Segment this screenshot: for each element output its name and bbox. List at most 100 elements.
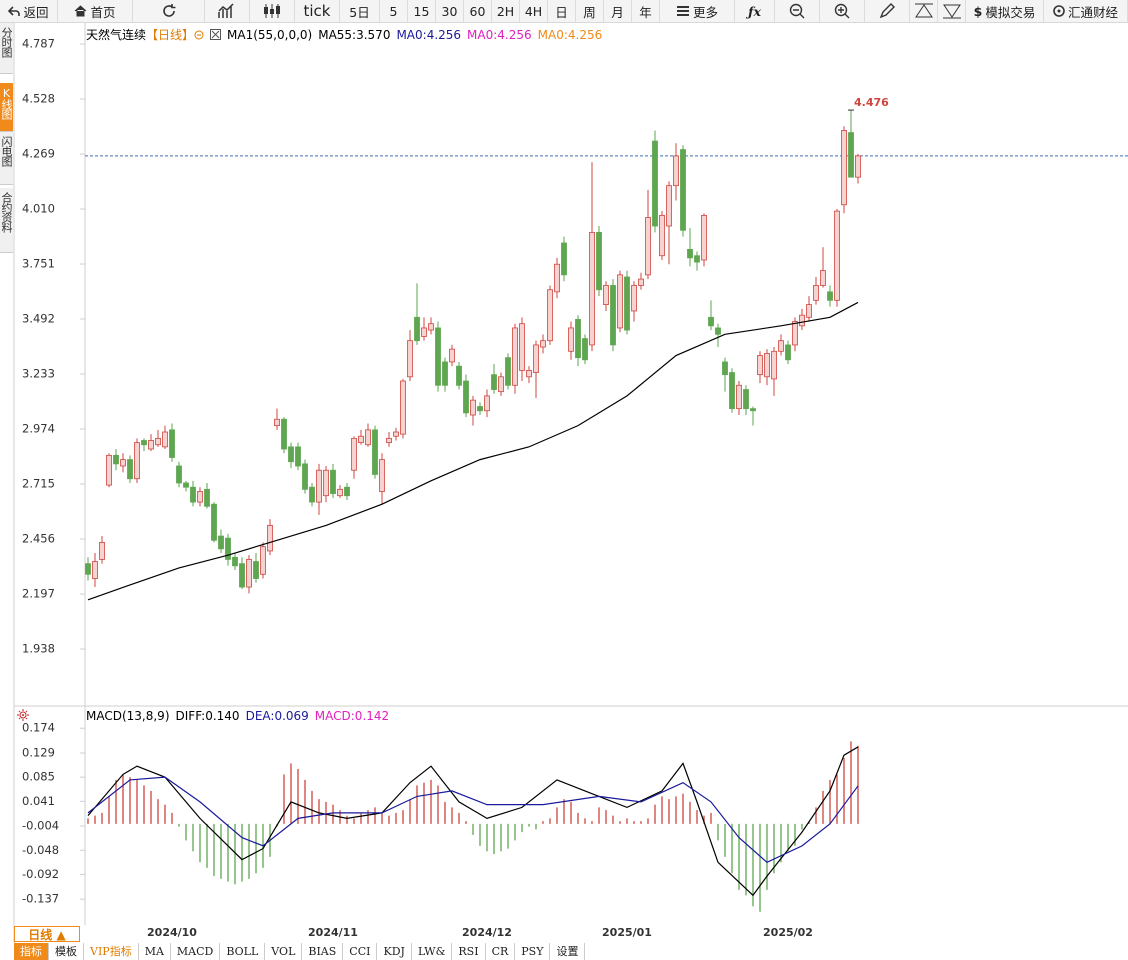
period-button[interactable]: 月 — [604, 0, 632, 22]
period-button[interactable]: 周 — [576, 0, 604, 22]
indicator-tab[interactable]: LW& — [412, 943, 453, 960]
draw-down-button[interactable] — [938, 0, 966, 22]
period-button[interactable]: 5日 — [340, 0, 380, 22]
y-tick-label: 4.787 — [22, 37, 55, 51]
candle-body — [456, 365, 462, 386]
indicator-tab[interactable]: 设置 — [550, 943, 586, 960]
close-icon[interactable] — [210, 29, 222, 40]
back-button[interactable]: 返回 — [0, 0, 58, 22]
period-button[interactable]: 年 — [632, 0, 660, 22]
candle-body — [799, 314, 805, 327]
candle-body — [211, 503, 217, 541]
candle-body — [834, 210, 840, 301]
period-select[interactable]: 日线 ▲ — [14, 926, 80, 942]
toolbar-label: 首页 — [90, 4, 116, 20]
indicator-tab[interactable]: CR — [486, 943, 516, 960]
refresh-button[interactable] — [133, 0, 205, 22]
toolbar-label: 汇通财经 — [1067, 4, 1118, 20]
period-button[interactable]: tick — [295, 0, 340, 22]
candle-body — [134, 442, 140, 480]
toolbar-label: 5日 — [349, 4, 370, 20]
candle-body — [505, 357, 511, 386]
y-tick-label: 0.174 — [22, 721, 55, 735]
candle-body — [127, 459, 133, 480]
y-tick-label: 0.129 — [22, 745, 55, 759]
zoom-out-button[interactable] — [775, 0, 820, 22]
macd-legend: MACD(13,8,9) DIFF:0.140 DEA:0.069 MACD:0.1… — [86, 709, 389, 723]
formula-button[interactable]: ƒx — [735, 0, 775, 22]
indicator-tab[interactable]: MA — [139, 943, 171, 960]
indicator-tab[interactable]: BIAS — [302, 943, 344, 960]
indicator-tab[interactable]: VIP指标 — [84, 943, 139, 960]
y-tick-label: 2.715 — [22, 477, 55, 491]
y-tick-label: 3.233 — [22, 367, 55, 381]
max-label: 4.476 — [854, 96, 889, 109]
candle-body — [281, 418, 287, 450]
period-button[interactable]: 2H — [492, 0, 520, 22]
period-button[interactable]: 30 — [436, 0, 464, 22]
side-tab[interactable]: 合约资料 — [0, 188, 13, 253]
draw-up-button[interactable] — [910, 0, 938, 22]
indicator-tab[interactable]: RSI — [452, 943, 486, 960]
candle-body — [288, 446, 294, 463]
period-button[interactable]: 15 — [408, 0, 436, 22]
candle-type-button[interactable] — [250, 0, 295, 22]
candle-body — [379, 459, 385, 492]
y-tick-label: 0.085 — [22, 770, 55, 784]
indicator-tab[interactable]: 指标 — [14, 943, 49, 960]
candle-body — [148, 440, 154, 450]
candle-body — [316, 469, 322, 503]
side-tab[interactable]: K线图 — [0, 83, 13, 132]
x-tick-label: 2025/01 — [602, 926, 652, 939]
period-button[interactable]: 60 — [464, 0, 492, 22]
pencil-icon — [879, 3, 895, 19]
draw-button[interactable] — [865, 0, 910, 22]
side-tab[interactable]: 分时图 — [0, 23, 13, 74]
candle-body — [841, 130, 847, 206]
period-button[interactable]: 日 — [548, 0, 576, 22]
legend-entry: MA0:4.256 — [467, 27, 532, 42]
candle-body — [155, 437, 161, 446]
collapse-icon[interactable] — [194, 30, 204, 40]
candle-body — [386, 437, 392, 444]
side-tab[interactable]: 闪电图 — [0, 132, 13, 185]
indicator-line — [87, 301, 859, 601]
candle-body — [764, 353, 770, 378]
zoom-in-icon — [834, 3, 850, 19]
indicator-tab[interactable]: MACD — [171, 943, 221, 960]
candle-body — [225, 537, 231, 560]
candle-body — [771, 350, 777, 380]
chart-type-button[interactable] — [205, 0, 250, 22]
main-legend: 天然气连续 【日线】 MA1(55,0,0,0) MA55:3.570 MA0:4.… — [86, 26, 602, 43]
home-button[interactable]: 首页 — [58, 0, 133, 22]
candle-body — [736, 384, 742, 410]
indicator-tab[interactable]: BOLL — [220, 943, 266, 960]
period-button[interactable]: 5 — [380, 0, 408, 22]
candle-body — [477, 406, 483, 412]
candle-body — [491, 374, 497, 390]
news-button[interactable]: 汇通财经 — [1044, 0, 1128, 22]
candle-body — [113, 454, 119, 465]
period-button[interactable]: 4H — [520, 0, 548, 22]
indicator-tab[interactable]: KDJ — [377, 943, 412, 960]
indicator-tab[interactable]: PSY — [515, 943, 551, 960]
candle-body — [344, 486, 350, 497]
candle-body — [631, 285, 637, 312]
candle-body — [470, 399, 476, 416]
indicator-tab[interactable]: CCI — [343, 943, 378, 960]
y-tick-label: 1.938 — [22, 642, 55, 656]
candle-body — [232, 556, 238, 567]
candle-body — [855, 155, 861, 178]
candle-body — [330, 469, 336, 494]
candle-body — [400, 380, 406, 435]
sim-trade-button[interactable]: $ 模拟交易 — [966, 0, 1044, 22]
candle-body — [421, 327, 427, 337]
candle-body — [106, 454, 112, 486]
more-button[interactable]: 更多 — [660, 0, 735, 22]
indicator-tab[interactable]: VOL — [265, 943, 303, 960]
zoom-in-button[interactable] — [820, 0, 865, 22]
indicator-tab[interactable]: 模板 — [49, 943, 84, 960]
candle-body — [533, 344, 539, 373]
candle-body — [596, 231, 602, 291]
candle-body — [561, 242, 567, 276]
